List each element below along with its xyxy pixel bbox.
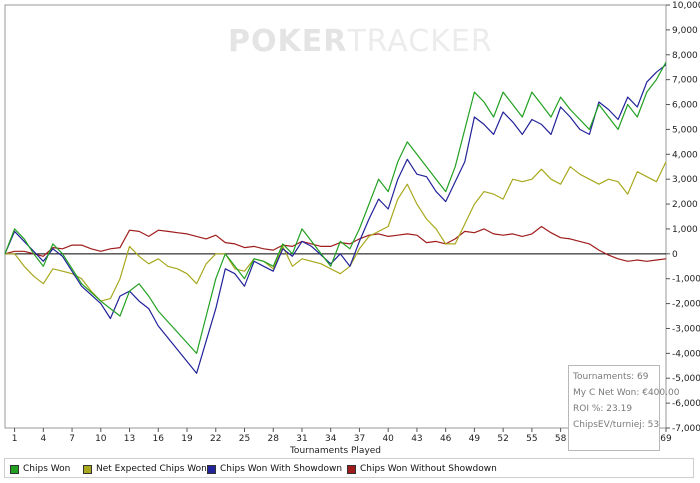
x-tick-label: 43	[411, 434, 422, 444]
legend-label-without-showdown: Chips Won Without Showdown	[360, 464, 497, 474]
series-line-without-showdown	[4, 225, 667, 262]
series-line-with-showdown	[4, 64, 667, 374]
legend-swatch-net-expected	[83, 464, 92, 474]
legend-item-chips-won[interactable]: Chips Won	[10, 463, 70, 475]
legend-label-with-showdown: Chips Won With Showdown	[220, 464, 343, 474]
y-tick-label: -7,000	[672, 424, 700, 434]
stats-chipsev: ChipsEV/turniej: 53	[573, 420, 660, 430]
x-tick-label: 19	[181, 434, 193, 444]
y-tick-label: -5,000	[672, 374, 700, 384]
x-tick-label: 69	[660, 434, 672, 444]
x-tick-label: 7	[69, 434, 75, 444]
stats-net-won: My C Net Won: €400.00	[573, 388, 680, 398]
stats-box: Tournaments: 69 My C Net Won: €400.00 RO…	[568, 365, 680, 451]
y-tick-label: 7,000	[672, 76, 698, 86]
stats-roi: ROI %: 23.19	[573, 404, 633, 414]
y-tick-label: 9,000	[672, 26, 698, 36]
y-tick-label: 6,000	[672, 101, 698, 111]
plot-frame	[4, 4, 667, 429]
y-tick-label: 10,000	[672, 1, 700, 11]
legend-item-net-expected[interactable]: Net Expected Chips Won	[83, 463, 207, 475]
watermark-bold: POKER	[228, 24, 348, 59]
y-tick-label: -6,000	[672, 399, 700, 409]
x-tick-label: 4	[40, 434, 46, 444]
x-tick-label: 46	[440, 434, 452, 444]
y-tick-label: -3,000	[672, 324, 700, 334]
legend-swatch-chips-won	[10, 464, 19, 474]
y-tick-label: -4,000	[672, 349, 700, 359]
legend-swatch-without-showdown	[347, 464, 356, 474]
y-tick-label: 4,000	[672, 150, 698, 160]
legend-swatch-with-showdown	[207, 464, 216, 474]
x-tick-label: 25	[239, 434, 250, 444]
watermark-light: TRACKER	[347, 24, 493, 59]
x-tick-label: 16	[153, 434, 165, 444]
x-axis-label: Tournaments Played	[289, 446, 381, 456]
x-tick-label: 31	[296, 434, 307, 444]
y-tick-label: 3,000	[672, 175, 698, 185]
y-tick-label: 2,000	[672, 200, 698, 210]
series-line-net-expected	[5, 161, 667, 302]
x-tick-label: 13	[124, 434, 135, 444]
x-tick-label: 40	[382, 434, 394, 444]
legend-item-with-showdown[interactable]: Chips Won With Showdown	[207, 463, 342, 475]
legend-item-without-showdown[interactable]: Chips Won Without Showdown	[347, 463, 497, 475]
legend-label-net-expected: Net Expected Chips Won	[96, 464, 207, 474]
x-tick-label: 37	[354, 434, 365, 444]
y-tick-label: 0	[672, 250, 678, 260]
watermark: POKERTRACKER	[228, 24, 493, 59]
y-tick-label: -1,000	[672, 275, 700, 285]
x-tick-label: 28	[268, 434, 280, 444]
series-line-chips-won	[4, 61, 667, 354]
x-tick-label: 58	[555, 434, 567, 444]
x-tick-label: 49	[469, 434, 481, 444]
stats-tournaments: Tournaments: 69	[573, 372, 649, 382]
x-tick-label: 55	[526, 434, 537, 444]
y-tick-label: 5,000	[672, 125, 698, 135]
legend: Chips Won Net Expected Chips Won Chips W…	[4, 458, 694, 478]
y-tick-label: 1,000	[672, 225, 698, 235]
x-tick-label: 22	[210, 434, 221, 444]
x-tick-label: 34	[325, 434, 337, 444]
x-tick-label: 52	[497, 434, 508, 444]
y-tick-label: 8,000	[672, 51, 698, 61]
x-tick-label: 1	[12, 434, 18, 444]
x-tick-label: 10	[95, 434, 107, 444]
legend-label-chips-won: Chips Won	[23, 464, 71, 474]
y-tick-label: -2,000	[672, 300, 700, 310]
